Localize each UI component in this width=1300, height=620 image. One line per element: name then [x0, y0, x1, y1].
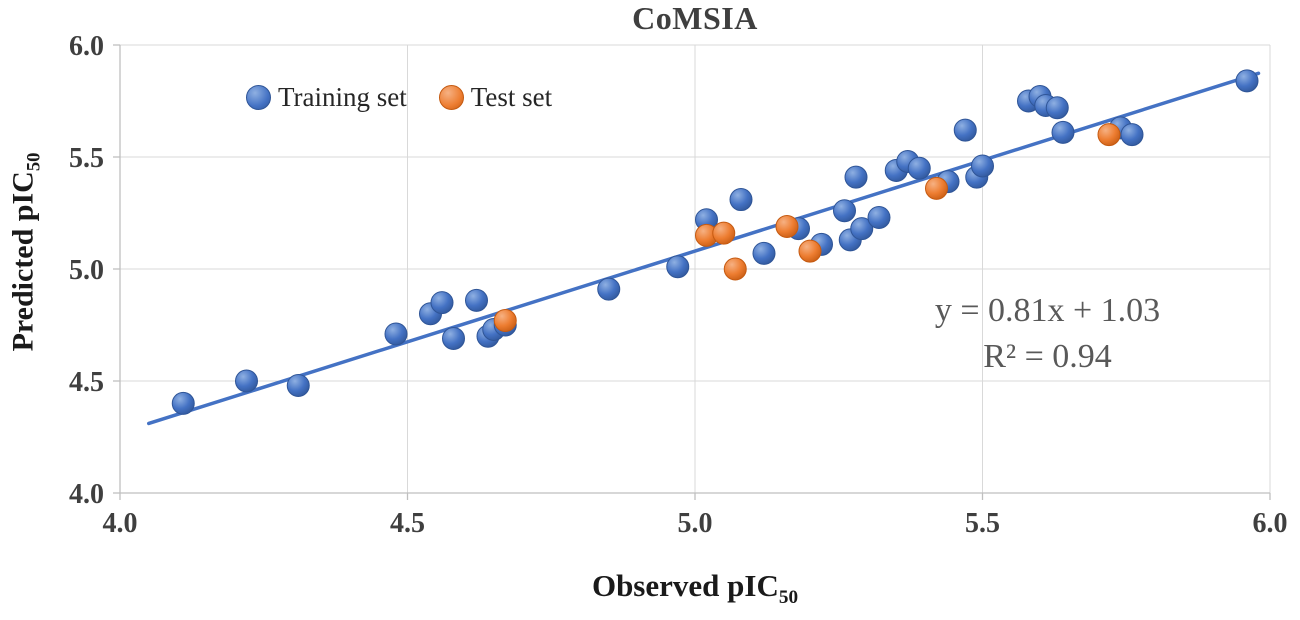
- chart-title: CoMSIA: [632, 0, 758, 36]
- legend: Training set Test set: [246, 82, 552, 113]
- x-tick-label: 5.0: [678, 508, 713, 539]
- tick-labels: 4.0 4.5 5.0 5.5 6.0 4.0 4.5 5.0 5.5 6.0: [69, 31, 1288, 539]
- training-point: [1045, 96, 1069, 120]
- trendline-annotation: y = 0.81x + 1.03 R² = 0.94: [875, 288, 1220, 380]
- x-tick-label: 6.0: [1253, 508, 1288, 539]
- x-tick-label: 4.0: [103, 508, 138, 539]
- training-point: [597, 277, 621, 301]
- y-tick-label: 4.0: [69, 479, 104, 510]
- y-axis-label-text: Predicted pIC: [6, 171, 40, 352]
- training-point: [971, 154, 994, 178]
- test-set-marker-icon: [438, 85, 464, 110]
- training-point: [465, 288, 488, 312]
- test-point: [493, 309, 517, 333]
- legend-item-training: Training set: [246, 82, 407, 113]
- y-axis-label-subscript: 50: [23, 152, 45, 172]
- legend-label-test: Test set: [470, 82, 553, 112]
- y-tick-label: 5.5: [69, 143, 104, 174]
- training-point: [752, 241, 776, 265]
- training-point: [442, 326, 465, 350]
- test-point: [798, 239, 822, 263]
- trendline-equation: y = 0.81x + 1.03: [934, 292, 1161, 329]
- x-tick-label: 4.5: [390, 508, 425, 539]
- test-point: [925, 176, 948, 200]
- training-point: [953, 118, 977, 142]
- test-point: [712, 221, 736, 245]
- x-axis-label-subscript: 50: [778, 587, 799, 609]
- axes: [113, 44, 1271, 500]
- x-axis-label-text: Observed pIC: [591, 568, 779, 603]
- test-point: [775, 214, 799, 238]
- y-tick-label: 5.0: [69, 255, 104, 286]
- test-point: [1097, 123, 1121, 147]
- y-tick-label: 4.5: [69, 367, 104, 398]
- data-points: [171, 69, 1259, 415]
- training-point: [729, 188, 753, 212]
- test-point: [723, 257, 747, 281]
- training-point: [1120, 123, 1144, 147]
- x-tick-label: 5.5: [965, 508, 1000, 539]
- y-axis-label: Predicted pIC50: [7, 153, 46, 352]
- training-point: [384, 322, 408, 346]
- legend-label-training: Training set: [278, 82, 407, 112]
- training-point: [844, 165, 868, 189]
- training-point: [171, 391, 195, 415]
- legend-item-test: Test set: [438, 82, 553, 113]
- training-point: [430, 291, 454, 315]
- training-point: [867, 205, 891, 229]
- training-set-marker-icon: [246, 85, 271, 110]
- training-point: [833, 199, 856, 223]
- x-axis-label: Observed pIC50: [120, 568, 1270, 609]
- training-point: [666, 255, 690, 279]
- training-point: [850, 217, 874, 241]
- y-tick-label: 6.0: [69, 31, 104, 62]
- training-point: [1051, 120, 1075, 144]
- training-point: [235, 369, 258, 393]
- training-point: [1235, 69, 1259, 93]
- trendline-r-squared: R² = 0.94: [983, 337, 1112, 375]
- training-point: [286, 373, 310, 397]
- training-point: [907, 156, 931, 180]
